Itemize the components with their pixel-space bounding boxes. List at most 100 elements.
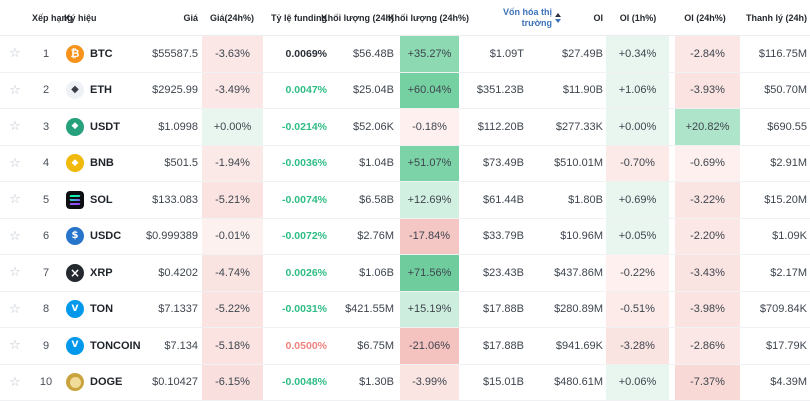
price-cell: $7.1337	[158, 303, 198, 316]
header-rank[interactable]: Xếp hạng	[32, 12, 73, 23]
liquidation-24h-cell: $50.70M	[764, 84, 807, 97]
symbol-cell[interactable]: SOL	[62, 182, 146, 218]
table-row[interactable]: ☆ 7 × XRP $0.4202 -4.74% 0.0026% $1.06B …	[0, 255, 810, 292]
oi-24h-change-cell: -2.20%	[670, 218, 740, 254]
oi-24h-change-cell: -3.22%	[670, 182, 740, 218]
oi-1h-change-cell: +0.06%	[606, 364, 670, 400]
market-cap-cell: $15.01B	[483, 376, 524, 389]
oi-1h-change-cell: +1.06%	[606, 72, 670, 108]
rank-cell: 8	[42, 303, 50, 316]
volume-change-24h-cell: +60.04%	[397, 72, 460, 108]
doge-icon	[66, 373, 84, 392]
price-change-24h-cell: -3.63%	[201, 36, 263, 72]
symbol-cell[interactable]: V TONCOIN	[62, 328, 146, 364]
rank-cell: 9	[42, 339, 50, 352]
volume-24h-cell: $1.30B	[359, 376, 394, 389]
header-price[interactable]: Giá	[183, 12, 198, 23]
favorite-star-icon[interactable]: ☆	[9, 374, 21, 390]
table-row[interactable]: ☆ 2 ◆ ETH $2925.99 -3.49% 0.0047% $25.04…	[0, 72, 810, 109]
favorite-star-icon[interactable]: ☆	[9, 265, 21, 281]
oi-24h-change-cell: +20.82%	[670, 109, 740, 145]
symbol-cell[interactable]: $ USDC	[62, 219, 146, 255]
header-oi[interactable]: OI	[593, 12, 603, 23]
volume-change-24h-cell: +35.27%	[397, 36, 460, 72]
price-cell: $0.999389	[146, 230, 198, 243]
ton-icon: V	[66, 300, 84, 319]
market-cap-cell: $33.79B	[483, 230, 524, 243]
symbol-cell[interactable]: × XRP	[62, 255, 146, 291]
liquidation-24h-cell: $4.39M	[770, 376, 807, 389]
table-body: ☆ 1 ₿ BTC $55587.5 -3.63% 0.0069% $56.48…	[0, 36, 810, 401]
header-funding-rate[interactable]: Tỷ lệ funding	[271, 12, 327, 23]
table-row[interactable]: ☆ 9 V TONCOIN $7.134 -5.18% 0.0500% $6.7…	[0, 328, 810, 365]
header-symbol[interactable]: Ký hiệu	[64, 12, 97, 23]
volume-24h-cell: $2.76M	[357, 230, 394, 243]
header-oi-1h[interactable]: OI (1h%)	[619, 12, 657, 23]
favorite-star-icon[interactable]: ☆	[9, 192, 21, 208]
table-row[interactable]: ☆ 10 DOGE $0.10427 -6.15% -0.0048% $1.30…	[0, 364, 810, 401]
liquidation-24h-cell: $15.20M	[764, 193, 807, 206]
favorite-star-icon[interactable]: ☆	[9, 228, 21, 244]
funding-rate-cell: 0.0500%	[285, 339, 327, 352]
market-cap-cell: $73.49B	[483, 157, 524, 170]
table-header-row: Xếp hạng Ký hiệu Giá Giá(24h%) Tỷ lệ fun…	[0, 0, 810, 36]
price-change-24h-cell: -5.21%	[201, 182, 263, 218]
volume-24h-cell: $52.06K	[353, 120, 394, 133]
price-change-24h-cell: +0.00%	[201, 109, 263, 145]
symbol-cell[interactable]: ◆ ETH	[62, 73, 146, 109]
liquidation-24h-cell: $709.84K	[759, 303, 807, 316]
oi-24h-change-cell: -0.69%	[670, 145, 740, 181]
favorite-star-icon[interactable]: ☆	[9, 119, 21, 135]
oi-24h-change-cell: -7.37%	[670, 364, 740, 400]
header-volume-change-24h[interactable]: Khối lượng (24h%)	[388, 12, 469, 23]
symbol-cell[interactable]: V TON	[62, 292, 146, 328]
market-cap-cell: $17.88B	[483, 339, 524, 352]
favorite-star-icon[interactable]: ☆	[9, 82, 21, 98]
funding-rate-cell: 0.0069%	[285, 47, 327, 60]
favorite-star-icon[interactable]: ☆	[9, 301, 21, 317]
market-cap-cell: $1.09T	[489, 47, 524, 60]
favorite-star-icon[interactable]: ☆	[9, 155, 21, 171]
volume-change-24h-cell: -21.06%	[397, 328, 460, 364]
market-cap-cell: $112.20B	[477, 120, 524, 133]
symbol-cell[interactable]: ◆ USDT	[62, 109, 146, 145]
favorite-star-icon[interactable]: ☆	[9, 338, 21, 354]
sol-icon	[66, 190, 84, 209]
rank-cell: 6	[42, 230, 50, 243]
header-oi-24h[interactable]: OI (24h%)	[684, 12, 726, 23]
volume-24h-cell: $6.75M	[357, 339, 394, 352]
table-row[interactable]: ☆ 8 V TON $7.1337 -5.22% -0.0031% $421.5…	[0, 291, 810, 328]
table-row[interactable]: ☆ 5 SOL $133.083 -5.21% -0.0074% $6.58B …	[0, 182, 810, 219]
header-volume-24h[interactable]: Khối lượng (24h)	[321, 12, 394, 23]
header-liquidation-24h[interactable]: Thanh lý (24h)	[745, 12, 807, 23]
price-change-24h-cell: -5.22%	[201, 291, 263, 327]
sort-arrows-icon[interactable]	[555, 12, 561, 23]
coin-symbol: TONCOIN	[90, 339, 141, 352]
symbol-cell[interactable]: DOGE	[62, 365, 146, 401]
market-cap-cell: $61.44B	[483, 193, 524, 206]
oi-1h-change-cell: +0.05%	[606, 218, 670, 254]
open-interest-cell: $10.96M	[560, 230, 603, 243]
table-row[interactable]: ☆ 6 $ USDC $0.999389 -0.01% -0.0072% $2.…	[0, 218, 810, 255]
volume-24h-cell: $25.04B	[353, 84, 394, 97]
oi-1h-change-cell: +0.34%	[606, 36, 670, 72]
open-interest-cell: $11.90B	[562, 84, 603, 97]
table-row[interactable]: ☆ 3 ◆ USDT $1.0998 +0.00% -0.0214% $52.0…	[0, 109, 810, 146]
price-cell: $0.10427	[152, 376, 198, 389]
symbol-cell[interactable]: ◆ BNB	[62, 146, 146, 182]
eth-icon: ◆	[66, 81, 84, 100]
header-market-cap[interactable]: Vốn hóa thị trường	[460, 0, 561, 35]
table-row[interactable]: ☆ 4 ◆ BNB $501.5 -1.94% -0.0036% $1.04B …	[0, 145, 810, 182]
table-row[interactable]: ☆ 1 ₿ BTC $55587.5 -3.63% 0.0069% $56.48…	[0, 36, 810, 73]
symbol-cell[interactable]: ₿ BTC	[62, 36, 146, 72]
oi-24h-change-cell: -3.93%	[670, 72, 740, 108]
open-interest-cell: $1.80B	[568, 193, 603, 206]
favorite-star-icon[interactable]: ☆	[9, 46, 21, 62]
header-price-change-24h[interactable]: Giá(24h%)	[209, 12, 254, 23]
price-cell: $1.0998	[158, 120, 198, 133]
oi-1h-change-cell: +0.00%	[606, 109, 670, 145]
price-change-24h-cell: -0.01%	[201, 218, 263, 254]
open-interest-cell: $277.33K	[555, 120, 603, 133]
coin-symbol: ETH	[90, 84, 112, 97]
